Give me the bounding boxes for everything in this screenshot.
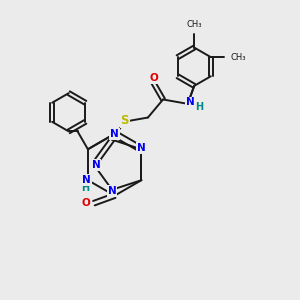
- Text: O: O: [81, 198, 90, 208]
- Text: N: N: [110, 129, 119, 139]
- Text: N: N: [82, 175, 91, 185]
- Text: N: N: [92, 160, 100, 170]
- Text: O: O: [149, 74, 158, 83]
- Text: N: N: [137, 143, 146, 153]
- Text: H: H: [195, 102, 203, 112]
- Text: CH₃: CH₃: [187, 20, 202, 29]
- Text: H: H: [82, 183, 90, 194]
- Text: N: N: [186, 98, 195, 107]
- Text: N: N: [108, 186, 116, 196]
- Text: CH₃: CH₃: [230, 52, 246, 62]
- Text: S: S: [121, 114, 129, 127]
